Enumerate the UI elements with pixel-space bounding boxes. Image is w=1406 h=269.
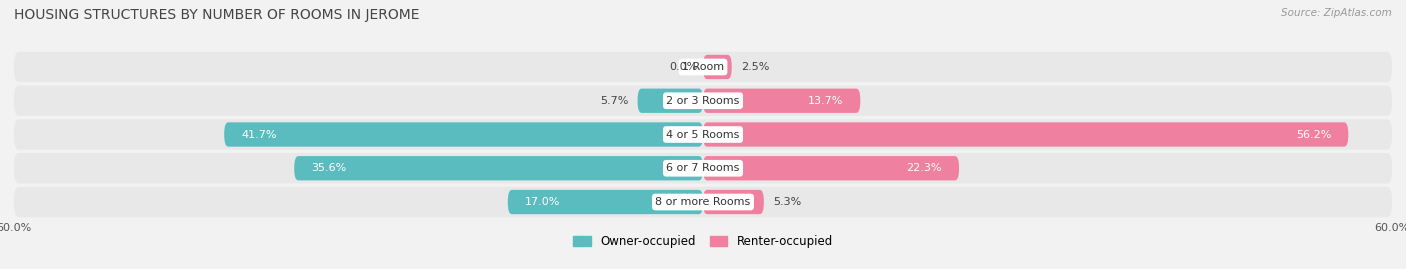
Text: 5.3%: 5.3%: [773, 197, 801, 207]
Text: 4 or 5 Rooms: 4 or 5 Rooms: [666, 129, 740, 140]
FancyBboxPatch shape: [703, 156, 959, 180]
FancyBboxPatch shape: [703, 89, 860, 113]
FancyBboxPatch shape: [637, 89, 703, 113]
FancyBboxPatch shape: [703, 55, 731, 79]
Text: Source: ZipAtlas.com: Source: ZipAtlas.com: [1281, 8, 1392, 18]
Text: 22.3%: 22.3%: [907, 163, 942, 173]
FancyBboxPatch shape: [14, 52, 1392, 82]
Text: 13.7%: 13.7%: [807, 96, 844, 106]
FancyBboxPatch shape: [703, 122, 1348, 147]
Text: 5.7%: 5.7%: [600, 96, 628, 106]
Text: 6 or 7 Rooms: 6 or 7 Rooms: [666, 163, 740, 173]
Text: 2.5%: 2.5%: [741, 62, 769, 72]
FancyBboxPatch shape: [508, 190, 703, 214]
Text: HOUSING STRUCTURES BY NUMBER OF ROOMS IN JEROME: HOUSING STRUCTURES BY NUMBER OF ROOMS IN…: [14, 8, 419, 22]
Text: 8 or more Rooms: 8 or more Rooms: [655, 197, 751, 207]
Text: 2 or 3 Rooms: 2 or 3 Rooms: [666, 96, 740, 106]
Text: 35.6%: 35.6%: [312, 163, 347, 173]
Text: 56.2%: 56.2%: [1296, 129, 1331, 140]
Legend: Owner-occupied, Renter-occupied: Owner-occupied, Renter-occupied: [568, 230, 838, 253]
FancyBboxPatch shape: [14, 187, 1392, 217]
Text: 0.0%: 0.0%: [669, 62, 697, 72]
FancyBboxPatch shape: [703, 190, 763, 214]
FancyBboxPatch shape: [14, 86, 1392, 116]
Text: 1 Room: 1 Room: [682, 62, 724, 72]
FancyBboxPatch shape: [14, 153, 1392, 183]
FancyBboxPatch shape: [294, 156, 703, 180]
FancyBboxPatch shape: [224, 122, 703, 147]
FancyBboxPatch shape: [14, 119, 1392, 150]
Text: 41.7%: 41.7%: [242, 129, 277, 140]
Text: 17.0%: 17.0%: [524, 197, 561, 207]
